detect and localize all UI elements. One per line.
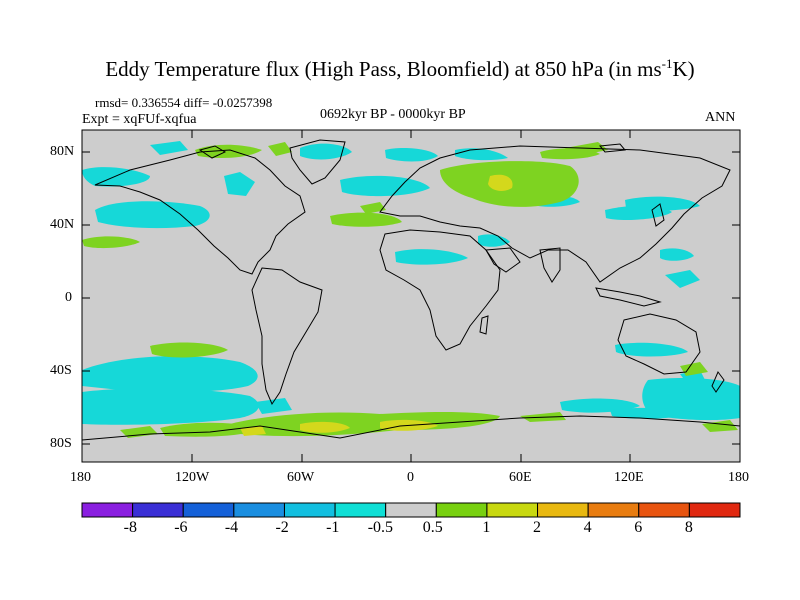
colorbar-tick-label: -0.5: [367, 519, 394, 536]
colorbar-swatch: [233, 502, 285, 518]
colorbar-swatch: [81, 502, 134, 518]
stats-text: rmsd= 0.336554 diff= -0.0257398: [95, 95, 273, 110]
coastlines: [81, 139, 741, 441]
colorbar-tick-label: -6: [174, 519, 188, 536]
lon-tick-label: 120W: [175, 470, 210, 485]
lon-tick-label: 120E: [614, 470, 644, 485]
lat-tick-label: 80N: [50, 144, 75, 159]
lat-tick-label: 0: [65, 290, 72, 305]
lon-tick-label: 60E: [509, 470, 532, 485]
colorbar-tick-label: 0.5: [422, 519, 443, 536]
colorbar-swatch: [283, 502, 336, 518]
colorbar-tick-label: 4: [583, 519, 592, 536]
colorbar-swatch: [486, 502, 539, 518]
colorbar-tick-label: -4: [224, 519, 239, 536]
colorbar-tick-label: 2: [533, 519, 542, 536]
negative-anomaly-patches: [82, 141, 740, 427]
chart-title: Eddy Temperature flux (High Pass, Bloomf…: [105, 56, 695, 81]
colorbar-tick-label: -2: [275, 519, 289, 536]
colorbar-swatch: [132, 502, 184, 518]
colorbar-swatch: [688, 502, 741, 518]
colorbar-tick-label: -8: [123, 519, 137, 536]
lon-tick-label: 0: [407, 470, 414, 485]
experiment-text: Expt = xqFUf-xqfua: [82, 112, 197, 127]
lon-tick-label: 180: [728, 470, 749, 485]
lat-tick-marks: [82, 151, 740, 445]
lat-tick-label: 40N: [50, 217, 75, 232]
colorbar-tick-label: 8: [684, 519, 693, 536]
colorbar-tick-label: 1: [482, 519, 491, 536]
colorbar: [81, 502, 741, 518]
season-text: ANN: [705, 110, 736, 125]
lon-tick-marks: [81, 130, 741, 462]
colorbar-swatch: [587, 502, 640, 518]
colorbar-swatch: [435, 502, 488, 518]
colorbar-tick-label: -1: [326, 519, 340, 536]
colorbar-swatch: [537, 502, 589, 518]
lon-tick-label: 180: [70, 470, 91, 485]
colorbar-swatch: [182, 502, 235, 518]
lat-tick-label: 40S: [50, 363, 72, 378]
colorbar-swatch: [385, 502, 437, 518]
period-text: 0692kyr BP - 0000kyr BP: [320, 107, 466, 122]
colorbar-swatch: [334, 502, 387, 518]
colorbar-swatch: [638, 502, 690, 518]
lon-tick-label: 60W: [287, 470, 315, 485]
colorbar-tick-label: 6: [634, 519, 643, 536]
lat-tick-label: 80S: [50, 436, 72, 451]
